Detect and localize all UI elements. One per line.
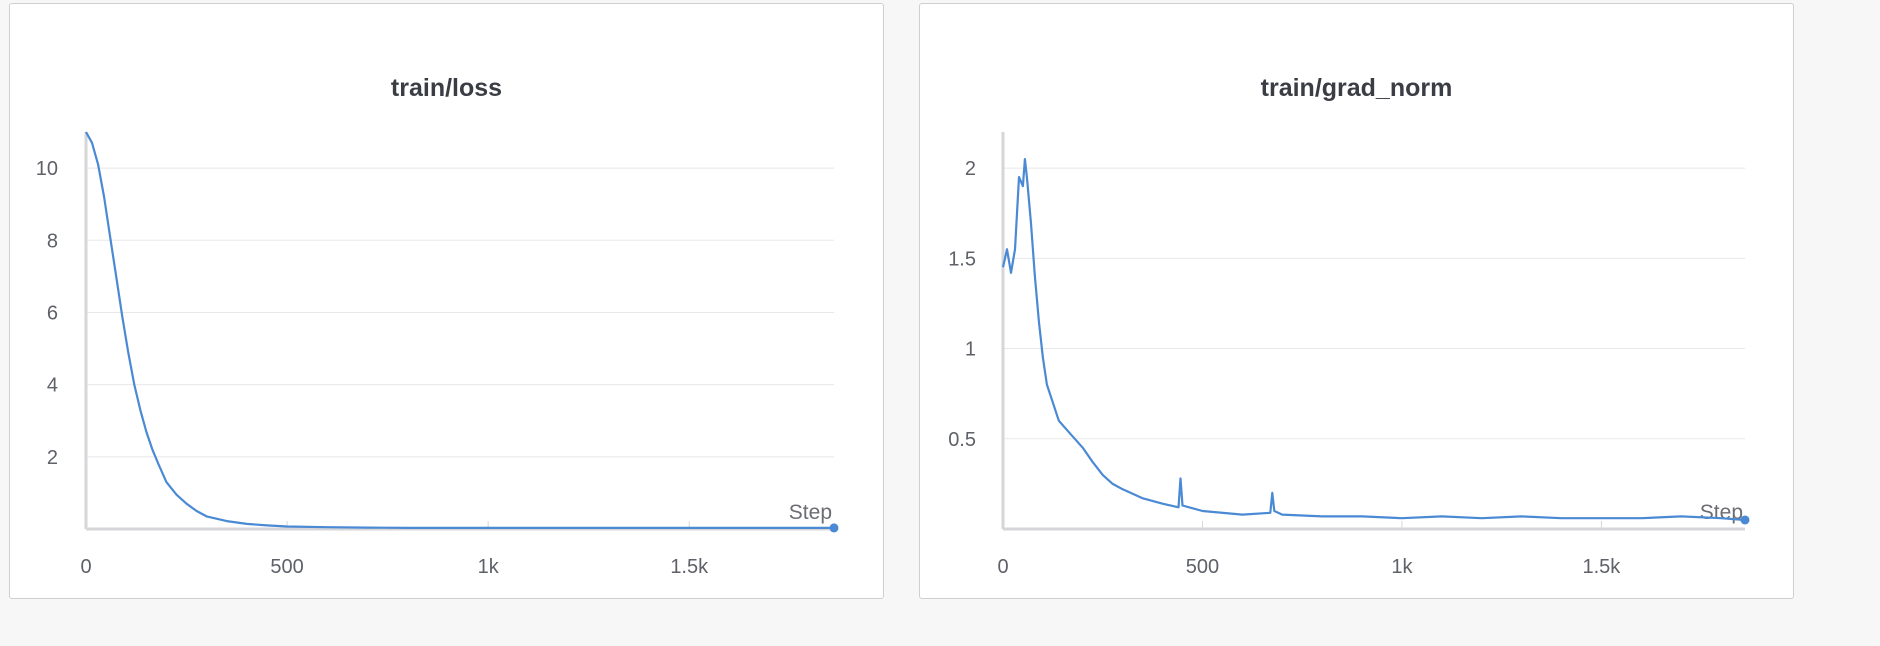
loss-plot[interactable]: 2 4 6 8 10 0 500 1k 1.5k Step [10, 4, 885, 600]
x-tick-label: 500 [1186, 556, 1219, 578]
x-axis-label: Step [1700, 501, 1743, 524]
y-tick-label: 2 [47, 447, 58, 469]
series-line [85, 131, 834, 530]
y-tick-label: 8 [47, 230, 58, 252]
x-tick-label: 500 [270, 556, 303, 578]
chart-title: train/loss [390, 74, 503, 102]
chart-panel-loss: train/loss 2 4 6 8 10 0 500 1k 1.5k Step [9, 3, 884, 599]
y-tick-label: 1 [965, 339, 976, 361]
x-tick-label: 0 [997, 556, 1008, 578]
series-end-point [1740, 515, 1750, 525]
y-tick-label: 4 [47, 375, 58, 397]
x-tick-label: 0 [80, 556, 91, 578]
x-axis-label: Step [789, 501, 832, 524]
y-tick-label: 2 [965, 158, 976, 180]
y-tick-label: 6 [47, 302, 58, 324]
x-tick-label: 1.5k [670, 556, 709, 578]
y-tick-label: 0.5 [948, 429, 976, 451]
chart-panel-grad-norm: train/grad_norm 0.5 1 1.5 2 0 500 1k 1.5k Step [919, 3, 1794, 599]
x-tick-label: 1.5k [1582, 556, 1621, 578]
series-end-point [829, 523, 839, 533]
x-tick-label: 1k [478, 556, 500, 578]
y-tick-label: 1.5 [948, 248, 976, 270]
grad-norm-plot[interactable]: 0.5 1 1.5 2 0 500 1k 1.5k Step [920, 4, 1795, 600]
chart-title: train/grad_norm [1260, 74, 1453, 102]
series-line [1001, 158, 1746, 522]
x-tick-label: 1k [1391, 556, 1413, 578]
y-tick-label: 10 [36, 158, 58, 180]
